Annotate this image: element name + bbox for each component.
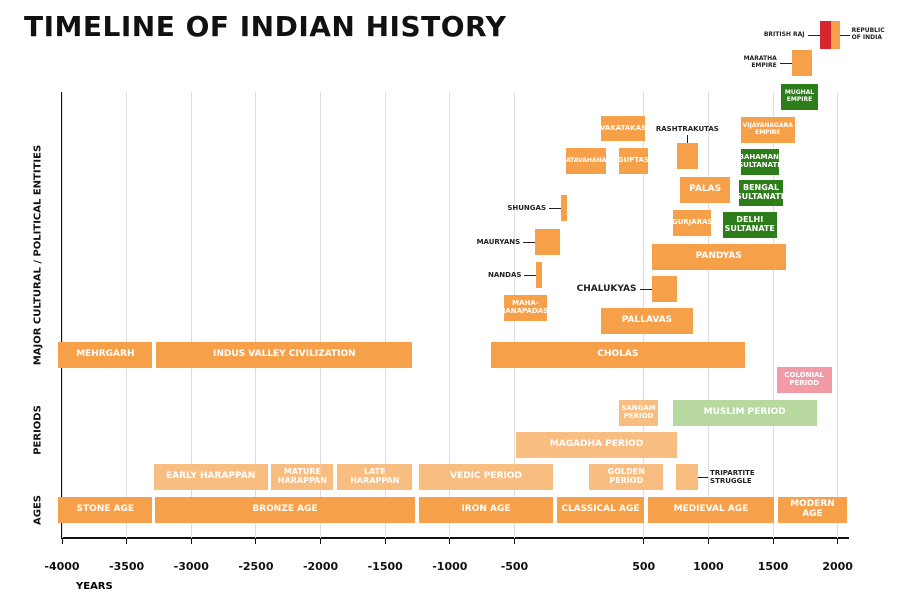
group-label: PERIODS	[32, 405, 44, 455]
group-label: AGES	[32, 495, 44, 525]
tick-mark	[772, 538, 774, 544]
leader-line	[698, 477, 709, 478]
timeline-bar: DELHI SULTANATE	[722, 212, 777, 238]
outside-label: MAURYANS	[476, 238, 521, 246]
timeline-bar: SANGAM PERIOD	[619, 400, 658, 426]
timeline-bar: CHOLAS	[491, 342, 745, 368]
timeline-bar: CLASSICAL AGE	[557, 497, 644, 523]
timeline-bar	[535, 229, 560, 255]
timeline-bar: GURJARAS	[673, 210, 711, 236]
timeline-bar: BRONZE AGE	[155, 497, 415, 523]
chart-title: TIMELINE OF INDIAN HISTORY	[24, 10, 507, 43]
grid-line	[126, 92, 128, 538]
timeline-bar: PALAS	[679, 177, 731, 203]
grid-line	[449, 92, 451, 538]
x-axis-line	[61, 537, 849, 539]
x-tick-label: -3000	[173, 560, 209, 573]
timeline-bar: MAHA-JANAPADAS	[504, 295, 547, 321]
timeline-bar: STONE AGE	[58, 497, 153, 523]
leader-line	[807, 35, 820, 36]
timeline-bar: MATURE HARAPPAN	[271, 464, 334, 490]
x-tick-label: -2000	[302, 560, 339, 573]
leader-line	[524, 275, 537, 276]
grid-line	[61, 92, 63, 538]
outside-label: SHUNGAS	[507, 204, 546, 212]
timeline-bar: MAGADHA PERIOD	[515, 432, 678, 458]
timeline-bar	[676, 143, 699, 169]
x-tick-label: -1500	[367, 560, 403, 573]
timeline-bar: MUSLIM PERIOD	[672, 400, 817, 426]
x-tick-label: -1000	[432, 560, 468, 573]
grid-line	[707, 92, 709, 538]
timeline-bar: VAKATAKAS	[601, 116, 646, 141]
tick-mark	[255, 538, 257, 544]
timeline-bar: MUGHAL EMPIRE	[780, 84, 819, 110]
grid-line	[255, 92, 257, 538]
timeline-bar: GOLDEN PERIOD	[589, 464, 664, 490]
x-tick-label: -4000	[44, 560, 80, 573]
grid-line	[837, 92, 839, 538]
timeline-bar: LATE HARAPPAN	[337, 464, 413, 490]
timeline-bar: COLONIAL PERIOD	[776, 367, 832, 393]
tick-mark	[449, 538, 451, 544]
outside-label: TRIPARTITE STRUGGLE	[710, 469, 755, 486]
timeline-bar: MEHRGARH	[58, 342, 153, 368]
leader-line	[639, 289, 652, 290]
timeline-bar: VIJAYANAGARA EMPIRE	[740, 117, 795, 143]
leader-line	[549, 208, 561, 209]
timeline-bar: GUPTAS	[619, 148, 648, 174]
outside-label: NANDAS	[488, 271, 522, 279]
timeline-bar: PALLAVAS	[601, 308, 693, 334]
timeline-bar: BENGAL SULTANATE	[738, 180, 784, 206]
leader-line	[839, 35, 850, 36]
timeline-bar: MEDIEVAL AGE	[647, 497, 775, 523]
timeline-bar: PANDYAS	[651, 244, 786, 270]
leader-line	[687, 135, 689, 143]
outside-label: CHALUKYAS	[576, 284, 637, 294]
grid-line	[320, 92, 322, 538]
tick-mark	[190, 538, 192, 544]
timeline-bar: BAHAMANI SULTANATE	[740, 149, 780, 175]
tick-mark	[320, 538, 322, 544]
outside-label: BRITISH RAJ	[763, 30, 805, 38]
timeline-bar	[819, 21, 831, 49]
grid-line	[190, 92, 192, 538]
group-label: MAJOR CULTURAL / POLITICAL ENTITIES	[32, 144, 44, 366]
timeline-bar: INDUS VALLEY CIVILIZATION	[156, 342, 413, 368]
tick-mark	[61, 538, 63, 544]
x-tick-label: -3500	[109, 560, 145, 573]
timeline-bar	[536, 262, 542, 288]
grid-line	[384, 92, 386, 538]
tick-mark	[837, 538, 839, 544]
timeline-bar	[676, 464, 699, 490]
x-tick-label: 1500	[757, 560, 789, 573]
leader-line	[523, 242, 536, 243]
timeline-bar	[651, 276, 677, 302]
timeline-bar	[830, 21, 840, 49]
timeline-bar: IRON AGE	[418, 497, 554, 523]
tick-mark	[513, 538, 515, 544]
x-tick-label: -2500	[238, 560, 274, 573]
x-tick-label: 500	[632, 560, 656, 573]
timeline-bar	[791, 50, 812, 76]
timeline-bar	[561, 195, 568, 221]
x-tick-label: 2000	[822, 560, 853, 573]
tick-mark	[707, 538, 709, 544]
outside-label: MARATHA EMPIRE	[743, 55, 777, 69]
timeline-bar: MODERN AGE	[778, 497, 847, 523]
outside-label: RASHTRAKUTAS	[655, 125, 719, 133]
grid-line	[772, 92, 774, 538]
tick-mark	[643, 538, 645, 544]
timeline-bar: EARLY HARAPPAN	[153, 464, 268, 490]
x-tick-label: -500	[500, 560, 529, 573]
leader-line	[779, 63, 792, 64]
x-tick-label: 1000	[693, 560, 724, 573]
tick-mark	[384, 538, 386, 544]
tick-mark	[126, 538, 128, 544]
outside-label: REPUBLIC OF INDIA	[851, 27, 885, 41]
timeline-bar: SATAVAHANAS	[566, 148, 607, 174]
x-axis-label: YEARS	[76, 581, 113, 592]
timeline-bar: VEDIC PERIOD	[418, 464, 554, 490]
